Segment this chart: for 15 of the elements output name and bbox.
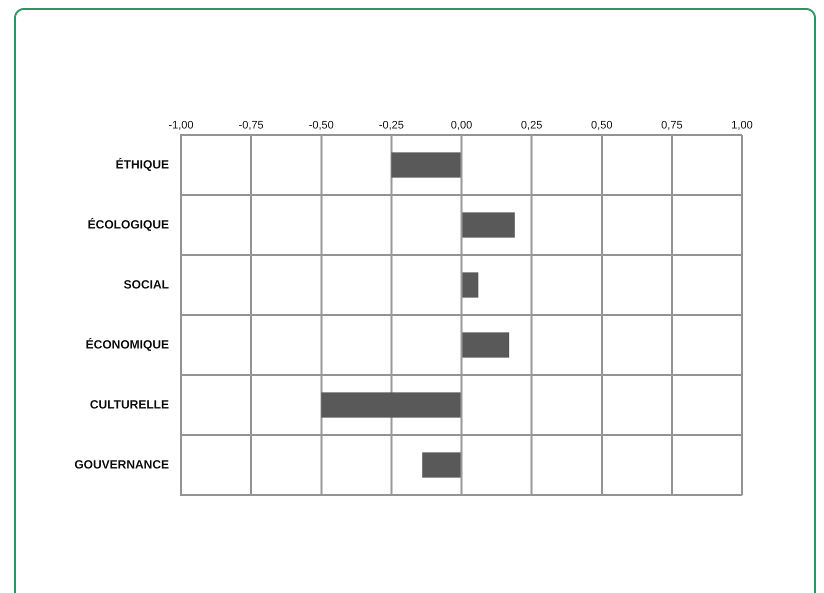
y-tick-label: GOUVERNANCE: [74, 457, 169, 472]
y-tick-label: ÉCOLOGIQUE: [88, 217, 169, 232]
x-tick-label: 0,75: [661, 119, 683, 132]
x-tick-label: -0,50: [308, 119, 334, 132]
x-tick-label: -1,00: [168, 119, 194, 132]
x-tick-label: -0,25: [378, 119, 404, 132]
y-tick-label: CULTURELLE: [90, 397, 169, 412]
x-tick-label: -0,75: [238, 119, 264, 132]
y-tick-label: SOCIAL: [124, 277, 169, 292]
y-tick-label: ÉCONOMIQUE: [86, 337, 169, 352]
x-tick-label: 1,00: [731, 119, 753, 132]
y-tick-label: ÉTHIQUE: [116, 157, 169, 172]
x-tick-label: 0,50: [591, 119, 612, 132]
x-tick-label: 0,25: [520, 119, 542, 132]
x-tick-label: 0,00: [450, 119, 472, 132]
